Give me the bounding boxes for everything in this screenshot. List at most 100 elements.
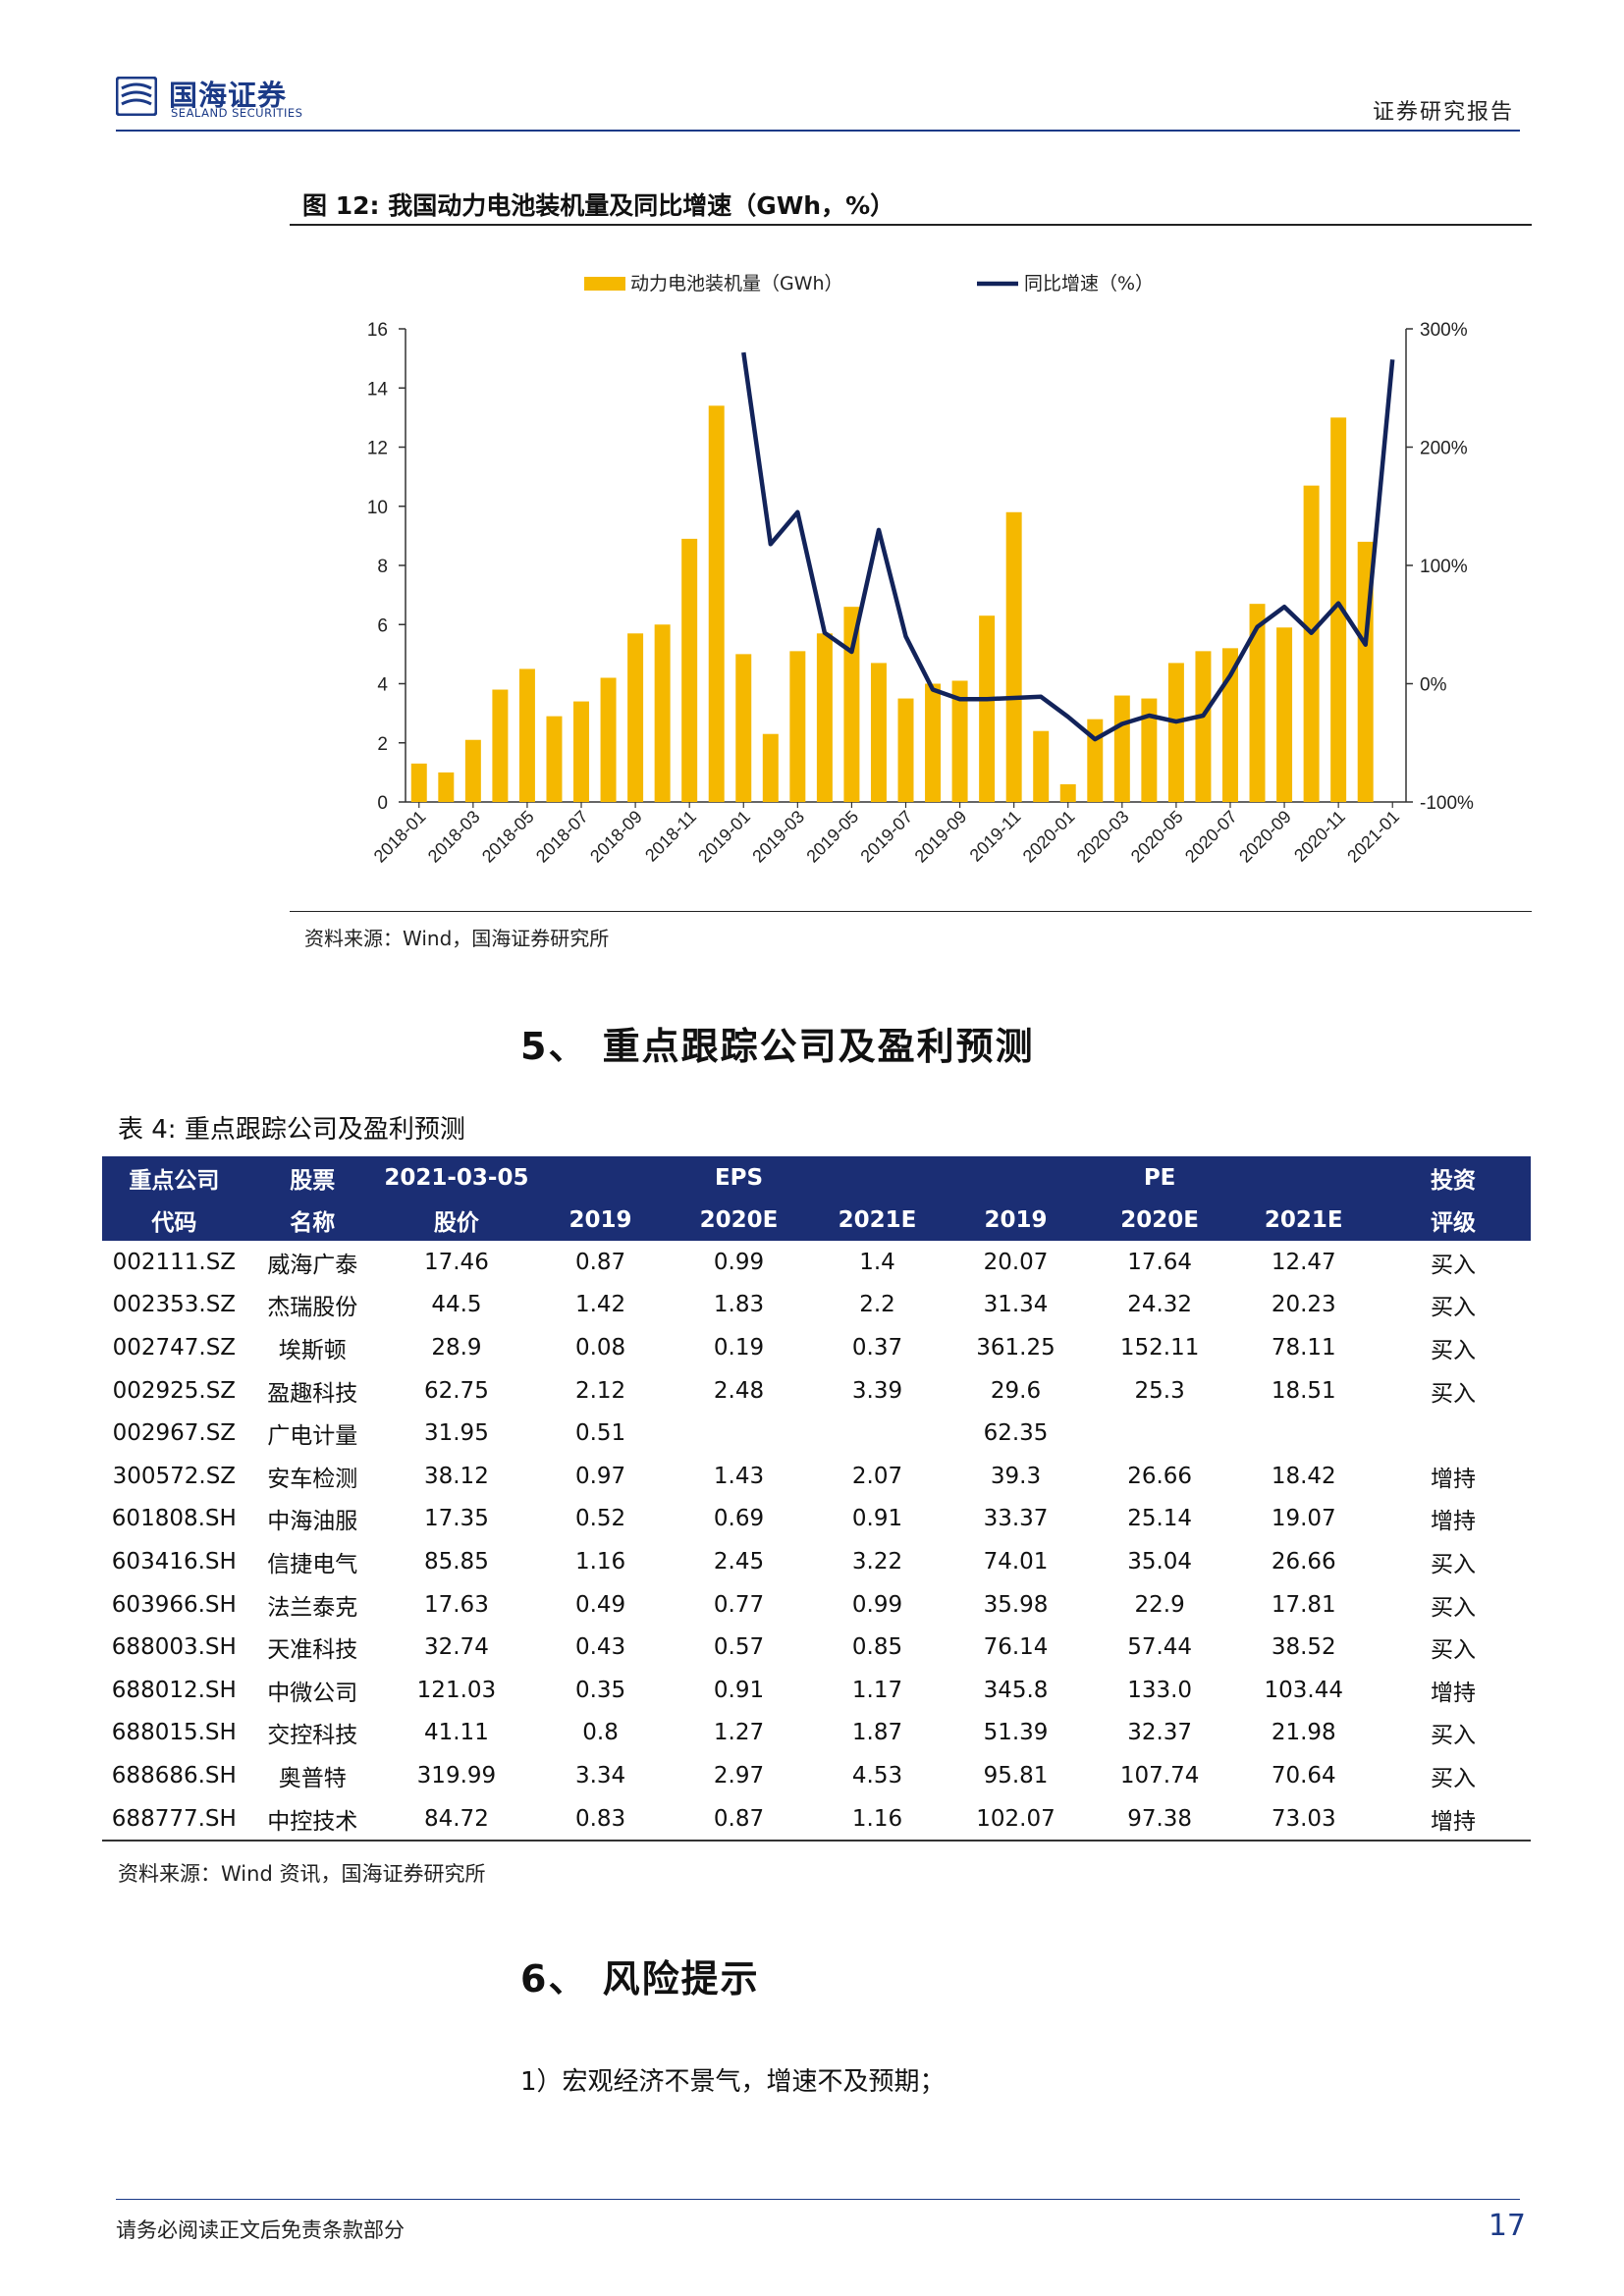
header-cell: 投资 [1376,1156,1531,1199]
header-cell: 2019 [533,1199,668,1241]
table-row: 688686.SH 奥普特 319.99 3.34 2.97 4.53 95.81 107.7… [102,1754,1531,1797]
table-cell: 688012.SH [111,1677,237,1703]
x-tick-label: 2020-05 [1127,807,1187,867]
section-5-heading: 5、 重点跟踪公司及盈利预测 [520,1025,1035,1068]
table-cell: 0.43 [574,1634,626,1661]
bar [1141,698,1158,802]
bar [438,772,455,802]
bar [1249,604,1266,802]
table-cell: 0.91 [713,1677,765,1703]
table-cell: 002111.SZ [112,1249,237,1275]
table-cell: 0.87 [574,1249,626,1275]
bar [1303,485,1320,802]
table-cell: 121.03 [416,1677,497,1703]
table-cell: 12.47 [1271,1249,1336,1275]
table-cell: 29.6 [990,1377,1042,1404]
table-cell: 天准科技 [267,1637,358,1664]
figure-title: 图 12: 我国动力电池装机量及同比增速（GWh，%） [302,191,895,220]
y-right-tick-label: 100% [1420,557,1468,577]
table-cell: 26.66 [1127,1463,1193,1489]
table-cell: 28.9 [431,1334,482,1361]
y-left-tick-label: 6 [377,615,388,636]
header-cell [944,1156,1088,1199]
table-cell: 603416.SH [111,1548,237,1575]
header-cell: 2021-03-05 [378,1156,534,1199]
table-header-row: 重点公司 股票 2021-03-05 EPS PE 投资 [102,1156,1531,1199]
table-source: 资料来源：Wind 资讯，国海证券研究所 [118,1862,486,1886]
header-cell [1231,1156,1377,1199]
table-cell [1231,1412,1376,1455]
table-row: 002111.SZ 威海广泰 17.46 0.87 0.99 1.4 20.07 17.64 1… [102,1241,1531,1284]
table-cell: 0.99 [713,1249,765,1275]
bar [979,615,996,802]
table-cell: 0.8 [582,1720,619,1746]
table-cell: 1.42 [574,1292,626,1318]
y-left-tick-label: 8 [377,557,388,577]
header-cell: 2020E [667,1199,811,1241]
x-tick-label: 2020-09 [1235,807,1295,867]
figure-bottom-rule [290,911,1532,912]
table-cell: 26.66 [1271,1548,1336,1575]
bar [843,607,860,802]
earnings-forecast-table: 重点公司 股票 2021-03-05 EPS PE 投资 代码 名称 股价 20… [102,1156,1531,1842]
legend-swatch-bar [584,277,625,291]
table-cell: 31.95 [423,1420,489,1447]
table-cell: 2.12 [574,1377,626,1404]
header-cell: EPS [667,1156,811,1199]
y-left-tick-label: 12 [367,439,388,459]
table-cell: 102.07 [944,1796,1088,1842]
figure-top-rule [290,224,1532,226]
table-cell: 0.08 [574,1334,626,1361]
table-cell: 3.22 [851,1548,903,1575]
table-cell: 威海广泰 [267,1252,358,1278]
header-cell: PE [1087,1156,1232,1199]
table-row: 603416.SH 信捷电气 85.85 1.16 2.45 3.22 74.01 35.04… [102,1540,1531,1583]
table-cell: 70.64 [1271,1762,1336,1789]
header-cell: 名称 [245,1199,379,1241]
bar [1113,695,1130,802]
table-cell: 买入 [1431,1252,1477,1278]
table-cell: 0.77 [713,1591,765,1618]
page-number: 17 [1488,2209,1526,2243]
table-cell: 002925.SZ [112,1377,237,1404]
table-cell: 31.34 [983,1292,1049,1318]
header-cell: 2021E [1231,1199,1377,1241]
table-cell: 0.85 [851,1634,903,1661]
x-tick-label: 2018-07 [532,807,592,867]
table-cell: 2.45 [713,1548,765,1575]
bar [925,683,942,802]
bar [1221,648,1238,802]
header-cell: 2021E [810,1199,945,1241]
header-cell [533,1156,668,1199]
bar [681,538,698,802]
table-cell: 002747.SZ [112,1334,237,1361]
table-cell: 买入 [1431,1337,1477,1363]
table-cell: 20.07 [983,1249,1049,1275]
y-left-tick-label: 4 [377,675,388,696]
table-cell: 51.39 [983,1720,1049,1746]
table-cell: 买入 [1431,1637,1477,1664]
table-cell: 19.07 [1271,1506,1336,1532]
table-cell: 97.38 [1087,1796,1232,1842]
footer-disclaimer: 请务必阅读正文后免责条款部分 [116,2218,405,2242]
x-tick-label: 2020-01 [1019,807,1079,867]
bar [762,733,779,802]
bar [708,405,725,802]
table-cell: 3.39 [851,1377,903,1404]
header-cell: 重点公司 [102,1156,246,1199]
table-cell [811,1412,944,1455]
table-cell: 17.63 [423,1591,489,1618]
table-cell: 奥普特 [278,1765,347,1791]
table-row: 688003.SH 天准科技 32.74 0.43 0.57 0.85 76.14 57.44… [102,1626,1531,1669]
table-cell: 1.87 [851,1720,903,1746]
x-tick-label: 2020-11 [1290,807,1349,866]
table-row: 601808.SH 中海油服 17.35 0.52 0.69 0.91 33.37 25.14… [102,1498,1531,1541]
bar [654,624,671,802]
header-cell: 代码 [102,1199,246,1241]
y-left-tick-label: 16 [367,320,388,341]
bar [816,633,833,802]
table-cell: 152.11 [1119,1334,1200,1361]
table-cell: 44.5 [431,1292,482,1318]
y-left-tick-label: 2 [377,734,388,755]
y-right-tick-label: 300% [1420,320,1468,341]
